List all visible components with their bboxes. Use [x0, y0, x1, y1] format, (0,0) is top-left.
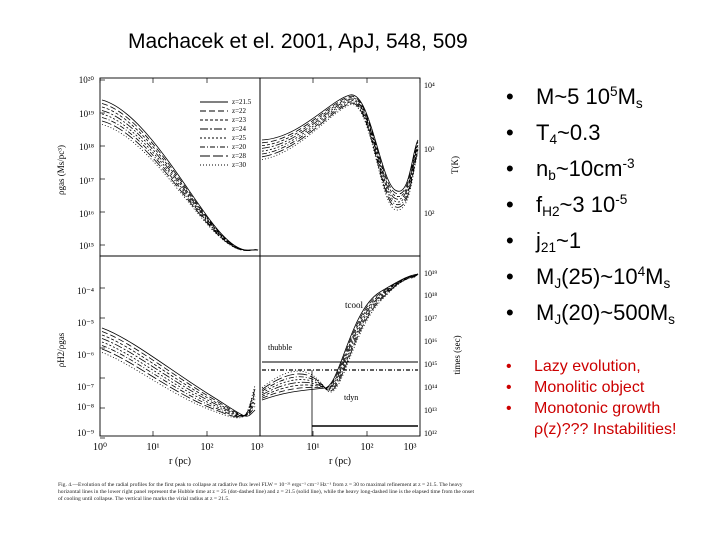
tick-label: 10¹³ — [424, 406, 437, 415]
tick-label: 10¹⁷ — [424, 314, 437, 323]
legend-label: z=24 — [232, 125, 247, 133]
tick-label: 10¹⁵ — [79, 241, 94, 251]
tick-label: 10⁴ — [424, 81, 435, 90]
tick-label: 10¹⁸ — [79, 142, 94, 152]
tick-label: 10⁻⁶ — [77, 350, 94, 360]
profile-curve — [261, 98, 419, 200]
note-item: Monolitic object — [506, 377, 677, 398]
note-item: Monotonic growth — [506, 398, 677, 419]
tick-label: 10² — [424, 209, 435, 218]
property-jeans-mass-25: MJ(25)~104Ms — [506, 260, 675, 296]
profile-curve — [261, 273, 419, 393]
notes-list: Lazy evolution, Monolitic object Monoton… — [506, 356, 677, 440]
profile-curve — [101, 110, 259, 251]
legend-label: z=30 — [232, 161, 247, 169]
note-item: Lazy evolution, — [506, 356, 677, 377]
profile-curve — [101, 341, 256, 417]
tick-label: 10¹⁹ — [424, 269, 437, 278]
tcool-label: tcool — [345, 300, 363, 310]
x-axis-label: r (pc) — [169, 456, 191, 467]
panel-bottom-left — [99, 255, 261, 437]
tick-label: 10²⁰ — [79, 75, 95, 85]
profile-curve — [101, 345, 256, 417]
tick-label: 10³ — [404, 442, 417, 453]
tick-label: 10⁻⁸ — [77, 402, 94, 412]
tick-label: 10¹⁵ — [424, 360, 437, 369]
profile-curve — [101, 120, 259, 251]
property-h2-fraction: fH2~3 10-5 — [506, 188, 675, 224]
thubble-label: thubble — [268, 343, 292, 352]
tick-label: 10¹⁶ — [424, 337, 437, 346]
tick-label: 10³ — [251, 442, 264, 453]
property-temperature: T4~0.3 — [506, 116, 675, 152]
figure-caption: Fig. 4.—Evolution of the radial profiles… — [58, 482, 475, 503]
y-axis-label: ρH2/ρgas — [56, 332, 66, 367]
tick-label: 10⁻⁴ — [77, 286, 94, 296]
tick-label: 10² — [201, 442, 214, 453]
profile-curve — [261, 95, 419, 195]
panel-bottom-right — [259, 255, 421, 437]
legend-label: z=22 — [232, 107, 247, 115]
profile-curve — [101, 327, 256, 417]
property-density: nb~10cm-3 — [506, 152, 675, 188]
profile-curve — [101, 352, 256, 419]
profile-curve — [101, 338, 256, 417]
tick-label: 10¹ — [147, 442, 160, 453]
profile-curve — [261, 102, 419, 208]
y-axis-label: times (sec) — [452, 335, 462, 374]
profile-curve — [261, 273, 419, 392]
tick-label: 10³ — [424, 145, 435, 154]
figure-svg: 10²⁰ 10¹⁹ 10¹⁸ 10¹⁷ 10¹⁶ 10¹⁵ 10⁻⁴ 10⁻⁵ … — [56, 75, 462, 467]
profile-curve — [101, 113, 259, 251]
tick-label: 10¹² — [424, 429, 437, 438]
tick-label: 10⁰ — [93, 442, 107, 453]
y-axis-label: ρgas (Ms/pc³) — [56, 145, 66, 195]
property-jeans-mass-20: MJ(20)~500Ms — [506, 296, 675, 332]
profile-curve — [261, 273, 419, 397]
profile-curve — [101, 331, 256, 417]
tick-label: 10¹⁷ — [79, 176, 94, 186]
property-flux: j21~1 — [506, 224, 675, 260]
profile-curve — [101, 348, 256, 418]
profile-curves — [101, 94, 419, 436]
slide-title: Machacek et el. 2001, ApJ, 548, 509 — [128, 30, 468, 53]
tick-label: 10² — [361, 442, 374, 453]
tdyn-label: tdyn — [344, 393, 358, 402]
profile-curve — [261, 94, 419, 192]
profile-curve — [261, 273, 419, 396]
properties-list: M~5 105Ms T4~0.3 nb~10cm-3 fH2~3 10-5 j2… — [506, 80, 675, 332]
x-axis-label: r (pc) — [329, 456, 351, 467]
panel-top-right — [259, 77, 421, 257]
property-mass: M~5 105Ms — [506, 80, 675, 116]
profile-curve — [261, 100, 419, 203]
tick-label: 10¹⁸ — [424, 291, 437, 300]
radial-profiles-figure: 10²⁰ 10¹⁹ 10¹⁸ 10¹⁷ 10¹⁶ 10¹⁵ 10⁻⁴ 10⁻⁵ … — [50, 70, 480, 470]
tick-label: 10¹ — [307, 442, 320, 453]
tick-label: 10¹⁴ — [424, 383, 437, 392]
legend — [200, 101, 228, 166]
profile-curve — [261, 97, 419, 197]
profile-curve — [261, 273, 419, 399]
tick-label: 10⁻⁷ — [77, 382, 94, 392]
profile-curve — [261, 104, 419, 211]
profile-curve — [261, 273, 419, 401]
profile-curve — [261, 273, 419, 394]
legend-label: z=21.5 — [232, 98, 252, 106]
tick-label: 10¹⁹ — [79, 109, 94, 119]
note-item-continuation: ρ(z)??? Instabilities! — [534, 421, 677, 438]
profile-curve — [101, 334, 256, 417]
tick-label: 10¹⁶ — [79, 209, 94, 219]
legend-label: z=25 — [232, 134, 247, 142]
axis-ticks — [99, 78, 421, 439]
y-axis-label: T(K) — [450, 156, 460, 174]
tick-label: 10⁻⁹ — [77, 428, 94, 438]
tick-label: 10⁻⁵ — [77, 318, 94, 328]
profile-curve — [101, 124, 259, 251]
legend-label: z=28 — [232, 152, 247, 160]
legend-label: z=23 — [232, 116, 247, 124]
legend-label: z=20 — [232, 143, 247, 151]
